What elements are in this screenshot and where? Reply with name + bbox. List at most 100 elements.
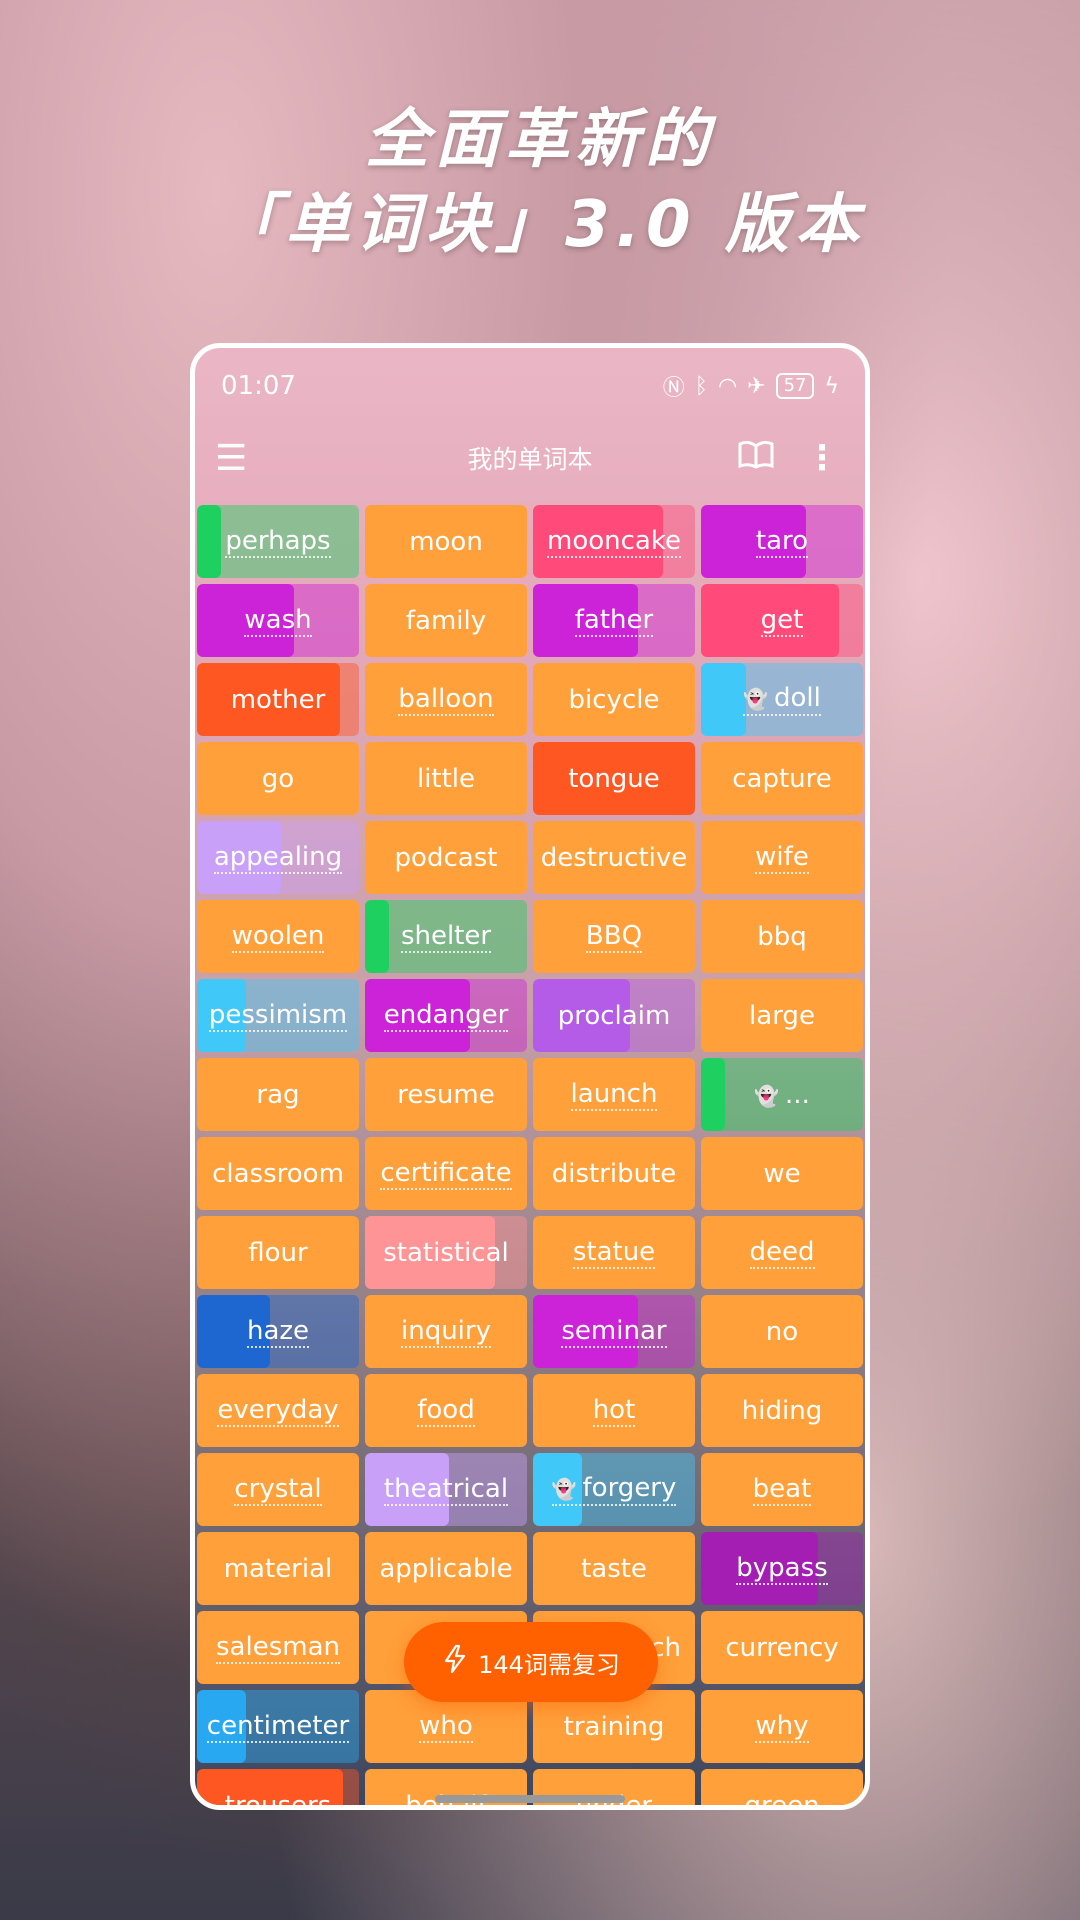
word-block[interactable]: 👻... [701,1058,863,1131]
word-label: inquiry [401,1315,491,1346]
book-icon[interactable] [737,438,775,478]
word-block[interactable]: under [533,1769,695,1805]
word-block[interactable]: theatrical [365,1453,527,1526]
word-block[interactable]: we [701,1137,863,1210]
word-block[interactable]: behalf [365,1769,527,1805]
word-block[interactable]: go [197,742,359,815]
word-block[interactable]: flour [197,1216,359,1289]
word-block[interactable]: who [365,1690,527,1763]
word-block[interactable]: inquiry [365,1295,527,1368]
word-block[interactable]: mother [197,663,359,736]
word-block[interactable]: salesman [197,1611,359,1684]
word-label: haze [246,1315,310,1346]
word-progress-fill [701,1453,863,1526]
word-block[interactable]: get [701,584,863,657]
hamburger-icon[interactable]: ☰ [215,437,248,479]
word-block[interactable]: taste [533,1532,695,1605]
word-block[interactable]: balloon [365,663,527,736]
word-block[interactable]: beat [701,1453,863,1526]
word-block[interactable]: rag [197,1058,359,1131]
word-block[interactable]: bicycle [533,663,695,736]
word-block[interactable]: statistical [365,1216,527,1289]
word-block[interactable]: currency [701,1611,863,1684]
word-block[interactable]: 👻 doll [701,663,863,736]
word-block[interactable]: no [701,1295,863,1368]
word-block[interactable]: mooncake [533,505,695,578]
word-label: who [419,1710,473,1741]
word-label: get [760,604,804,635]
word-block[interactable]: classroom [197,1137,359,1210]
word-block[interactable]: proclaim [533,979,695,1052]
word-label: deed [749,1236,815,1267]
word-block[interactable]: resume [365,1058,527,1131]
word-block[interactable]: BBQ [533,900,695,973]
word-block[interactable]: bypass [701,1532,863,1605]
word-block[interactable]: hot [533,1374,695,1447]
word-progress-fill [701,1532,818,1605]
word-text: theatrical [383,1474,509,1506]
word-block[interactable]: green [701,1769,863,1805]
word-label: forgery [582,1473,677,1503]
word-block[interactable]: 👻 forgery [533,1453,695,1526]
word-label: statue [572,1236,656,1267]
word-block[interactable]: wife [701,821,863,894]
word-block[interactable]: launch [533,1058,695,1131]
word-progress-fill [197,505,222,578]
word-block[interactable]: deed [701,1216,863,1289]
word-block[interactable]: family [365,584,527,657]
word-label: family [405,605,487,636]
word-block[interactable]: seminar [533,1295,695,1368]
word-block[interactable]: appealing [197,821,359,894]
word-text: classroom [212,1159,344,1189]
word-block[interactable]: pessimism [197,979,359,1052]
word-text: inquiry [401,1316,491,1348]
word-block[interactable]: bbq [701,900,863,973]
word-block[interactable]: moon [365,505,527,578]
word-block[interactable]: crystal [197,1453,359,1526]
word-block[interactable]: haze [197,1295,359,1368]
word-progress-fill [533,1453,582,1526]
word-block[interactable]: large [701,979,863,1052]
word-block-track [365,900,527,973]
word-block[interactable]: trousers [197,1769,359,1805]
word-block[interactable]: applicable [365,1532,527,1605]
word-block[interactable]: capture [701,742,863,815]
word-label: perhaps [225,525,331,556]
word-block[interactable]: food [365,1374,527,1447]
word-block[interactable]: everyday [197,1374,359,1447]
word-label: ... [785,1079,810,1110]
word-block[interactable]: distribute [533,1137,695,1210]
word-progress-fill [197,1374,359,1447]
word-progress-fill [197,1690,246,1763]
word-label: taro [755,525,809,556]
word-block[interactable]: little [365,742,527,815]
word-block[interactable]: training [533,1690,695,1763]
word-block[interactable]: taro [701,505,863,578]
word-progress-fill [197,1295,270,1368]
word-block[interactable]: woolen [197,900,359,973]
word-block[interactable]: destructive [533,821,695,894]
word-block[interactable]: material [197,1532,359,1605]
word-block[interactable]: statue [533,1216,695,1289]
word-block[interactable]: why [701,1690,863,1763]
word-text: food [417,1395,475,1427]
word-text: mother [231,685,326,715]
word-progress-fill [197,1453,359,1526]
word-block[interactable]: perhaps [197,505,359,578]
word-label: currency [725,1632,839,1663]
word-block[interactable]: certificate [365,1137,527,1210]
word-block[interactable]: shelter [365,900,527,973]
home-indicator[interactable] [435,1795,625,1803]
word-block[interactable]: hiding [701,1374,863,1447]
word-block[interactable]: father [533,584,695,657]
word-block[interactable]: tongue [533,742,695,815]
word-label: crystal [234,1473,322,1504]
word-block[interactable]: podcast [365,821,527,894]
word-block[interactable]: endanger [365,979,527,1052]
more-vertical-icon[interactable]: ⋮ [805,438,839,478]
review-button[interactable]: 144词需复习 [404,1622,658,1702]
word-text: we [763,1159,800,1189]
word-block[interactable]: wash [197,584,359,657]
word-text: bicycle [569,685,660,715]
word-block[interactable]: centimeter [197,1690,359,1763]
